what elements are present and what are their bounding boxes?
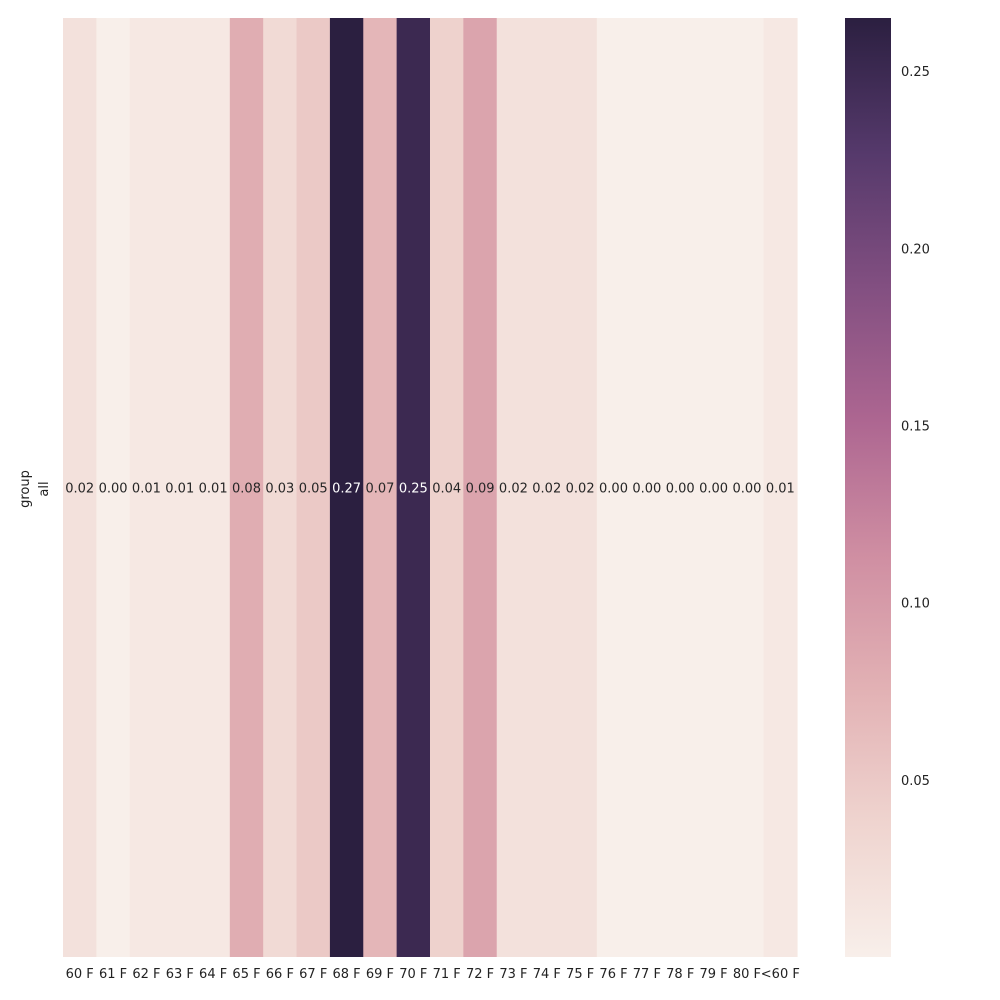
heatmap-cell-74f [530,18,565,957]
heatmap-cell-62f [129,18,164,957]
colorbar-tick-label: 0.10 [901,597,930,612]
cell-value-label: 0.00 [99,482,128,497]
cell-value-label: 0.01 [165,482,194,497]
cell-value-label: 0.02 [65,482,94,497]
x-tick-label: 68 F [333,967,361,982]
heatmap-cell-67f [296,18,331,957]
colorbar-tick-label: 0.25 [901,65,930,80]
heatmap-cell-72f [463,18,498,957]
x-tick-label: 73 F [499,967,527,982]
cell-value-label: 0.08 [232,482,261,497]
x-tick-label: 80 F [733,967,761,982]
x-tick-label: 72 F [466,967,494,982]
heatmap-cell-80f [730,18,765,957]
x-tick-label: 79 F [700,967,728,982]
heatmap-cell-78f [663,18,698,957]
cell-value-label: 0.02 [566,482,595,497]
colorbar-tick-label: 0.05 [901,774,930,789]
y-tick-label: all [37,481,52,496]
cell-value-label: 0.02 [532,482,561,497]
x-tick-label: <60 F [761,967,800,982]
heatmap-cell-60f [763,18,798,957]
colorbar-tick-label: 0.20 [901,242,930,257]
colorbar-tick-labels: 0.05 0.10 0.15 0.20 0.25 [901,65,930,789]
x-tick-label: 71 F [433,967,461,982]
cell-value-label: 0.03 [265,482,294,497]
cell-value-label: 0.00 [666,482,695,497]
y-axis-label: group [18,470,33,508]
cell-value-label: 0.00 [732,482,761,497]
heatmap-cell-69f [363,18,398,957]
x-tick-label: 78 F [666,967,694,982]
cell-value-label: 0.01 [199,482,228,497]
cell-value-label: 0.04 [432,482,461,497]
x-axis-tick-labels: 60 F 61 F 62 F 63 F 64 F 65 F 66 F 67 F 68 F 69 F… [66,967,800,982]
cell-value-label: 0.00 [699,482,728,497]
heatmap-cell-65f [229,18,264,957]
cell-value-label: 0.27 [332,482,361,497]
heatmap-cell-61f [96,18,131,957]
x-tick-label: 62 F [132,967,160,982]
heatmap-cell-76f [596,18,631,957]
cell-value-label: 0.01 [766,482,795,497]
x-tick-label: 60 F [66,967,94,982]
cell-value-label: 0.05 [299,482,328,497]
heatmap-cell-73f [496,18,531,957]
heatmap-cell-64f [196,18,231,957]
heatmap-cell-75f [563,18,598,957]
x-tick-label: 65 F [232,967,260,982]
heatmap-cell-68f [329,18,364,957]
x-tick-label: 76 F [599,967,627,982]
x-tick-label: 61 F [99,967,127,982]
x-tick-label: 77 F [633,967,661,982]
heatmap-cell-63f [163,18,198,957]
cell-value-label: 0.00 [599,482,628,497]
x-tick-label: 66 F [266,967,294,982]
x-tick-label: 64 F [199,967,227,982]
heatmap-cell-77f [630,18,665,957]
heatmap-cell-60f [63,18,97,957]
cell-value-label: 0.25 [399,482,428,497]
colorbar [845,18,891,957]
x-tick-label: 74 F [533,967,561,982]
heatmap-cell-79f [696,18,731,957]
colorbar-tick-label: 0.15 [901,419,930,434]
cell-annotations: 0.02 0.00 0.01 0.01 0.01 0.08 0.03 0.05 0.27 0.07… [65,482,795,497]
cell-value-label: 0.07 [365,482,394,497]
heatmap-cell-71f [430,18,464,957]
cell-value-label: 0.02 [499,482,528,497]
x-tick-label: 67 F [299,967,327,982]
x-tick-label: 69 F [366,967,394,982]
cell-value-label: 0.01 [132,482,161,497]
cell-value-label: 0.09 [466,482,495,497]
y-axis: group all [18,470,52,508]
heatmap-cell-66f [263,18,298,957]
x-tick-label: 70 F [399,967,427,982]
x-tick-label: 63 F [166,967,194,982]
heatmap-cells [63,18,798,957]
heatmap-cell-70f [396,18,431,957]
x-tick-label: 75 F [566,967,594,982]
cell-value-label: 0.00 [632,482,661,497]
